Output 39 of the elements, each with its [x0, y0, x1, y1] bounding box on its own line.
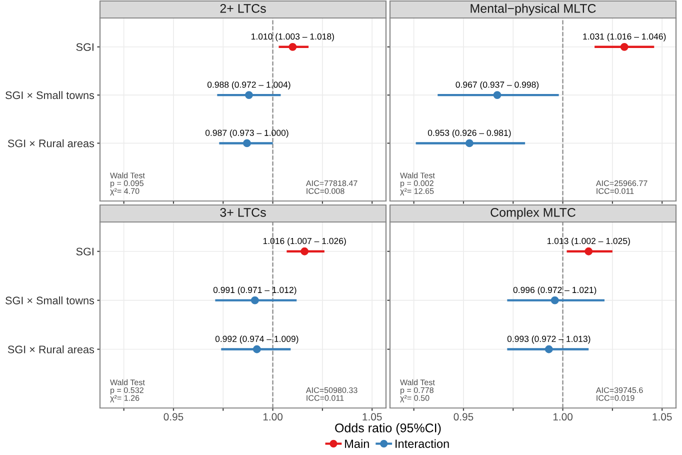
data-label: 0.987 (0.973 – 1.000): [205, 130, 288, 138]
data-label: 0.967 (0.937 – 0.998): [456, 81, 539, 90]
data-label: 0.991 (0.971 – 1.012): [213, 286, 296, 295]
data-label: 1.016 (1.007 – 1.026): [263, 238, 346, 246]
data-label: 1.010 (1.003 – 1.018): [251, 33, 334, 42]
y-tick-label: SGI × Rural areas: [8, 345, 94, 354]
x-tick-label: 1.00: [263, 413, 283, 421]
annotation: AIC=25966.77 ICC=0.011: [596, 180, 648, 194]
y-tick-label: SGI: [76, 43, 94, 51]
y-tick-label: SGI × Rural areas: [8, 139, 94, 148]
data-label: 1.013 (1.002 – 1.025): [547, 238, 630, 246]
annotation: Wald Test p = 0.002 χ²= 12.65: [400, 172, 435, 196]
y-tick-label: SGI: [76, 248, 94, 256]
legend-label: Interaction: [396, 439, 449, 448]
data-label: 0.993 (0.972 – 1.013): [507, 336, 590, 344]
annotation: AIC=50980.33 ICC=0.011: [306, 387, 358, 401]
x-tick-label: 1.00: [553, 413, 573, 421]
x-tick-label: 1.05: [362, 413, 382, 421]
annotation: AIC=39745.6 ICC=0.019: [596, 387, 643, 401]
data-label: 0.996 (0.972 – 1.021): [513, 286, 596, 295]
chart-title: Complex MLTC: [490, 208, 576, 220]
y-tick-label: SGI × Small towns: [6, 91, 94, 100]
data-label: 0.992 (0.974 – 1.009): [215, 336, 298, 344]
chart-title: 2+ LTCs: [220, 4, 266, 13]
x-tick-label: 0.95: [454, 413, 474, 421]
data-label: 1.031 (1.016 – 1.046): [583, 33, 666, 42]
annotation: Wald Test p = 0.778 χ²= 0.50: [400, 379, 435, 402]
x-axis-title: Odds ratio (95%CI): [335, 423, 441, 435]
chart-title: Mental−physical MLTC: [470, 4, 596, 16]
legend-label: Main: [345, 439, 369, 448]
x-tick-label: 0.95: [164, 413, 184, 421]
annotation: Wald Test p = 0.532 χ²= 1.26: [110, 379, 145, 402]
annotation: AIC=77818.47 ICC=0.008: [306, 180, 358, 194]
data-label: 0.988 (0.972 – 1.004): [207, 81, 290, 90]
y-tick-label: SGI × Small towns: [6, 296, 94, 304]
x-tick-label: 1.05: [652, 413, 672, 421]
annotation: Wald Test p = 0.095 χ²= 4.70: [110, 172, 145, 196]
data-label: 0.953 (0.926 – 0.981): [428, 130, 511, 138]
chart-title: 3+ LTCs: [220, 208, 266, 217]
